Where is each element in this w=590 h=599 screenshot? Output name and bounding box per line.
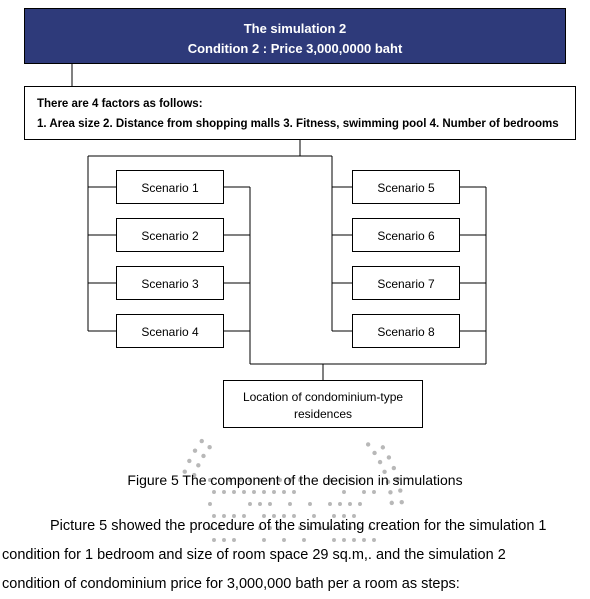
scenario-8-box: Scenario 8	[352, 314, 460, 348]
factors-line1: There are 4 factors as follows:	[37, 95, 563, 115]
scenario-8-label: Scenario 8	[377, 325, 434, 339]
location-line1: Location of condominium-type	[224, 389, 422, 406]
figure-caption: Figure 5 The component of the decision i…	[0, 472, 590, 488]
scenario-3-box: Scenario 3	[116, 266, 224, 300]
header-title: The simulation 2	[25, 19, 565, 39]
scenario-7-box: Scenario 7	[352, 266, 460, 300]
scenario-4-box: Scenario 4	[116, 314, 224, 348]
scenario-1-box: Scenario 1	[116, 170, 224, 204]
para-line2: condition for 1 bedroom and size of room…	[2, 547, 506, 563]
scenario-1-label: Scenario 1	[141, 181, 198, 195]
scenario-6-box: Scenario 6	[352, 218, 460, 252]
caption-text: Figure 5 The component of the decision i…	[127, 472, 462, 488]
scenario-2-label: Scenario 2	[141, 229, 198, 243]
scenario-7-label: Scenario 7	[377, 277, 434, 291]
location-line2: residences	[224, 406, 422, 423]
scenario-6-label: Scenario 6	[377, 229, 434, 243]
simulation-header: The simulation 2 Condition 2 : Price 3,0…	[24, 8, 566, 64]
factors-line2: 1. Area size 2. Distance from shopping m…	[37, 115, 563, 135]
para-line1: Picture 5 showed the procedure of the si…	[50, 518, 547, 534]
scenario-3-label: Scenario 3	[141, 277, 198, 291]
header-subtitle: Condition 2 : Price 3,000,0000 baht	[25, 39, 565, 59]
para-line3: condition of condominium price for 3,000…	[2, 576, 460, 592]
scenario-5-box: Scenario 5	[352, 170, 460, 204]
factors-box: There are 4 factors as follows: 1. Area …	[24, 86, 576, 140]
body-paragraph: Picture 5 showed the procedure of the si…	[0, 512, 590, 599]
scenario-4-label: Scenario 4	[141, 325, 198, 339]
scenario-2-box: Scenario 2	[116, 218, 224, 252]
flow-connectors	[0, 0, 590, 440]
location-box: Location of condominium-type residences	[223, 380, 423, 428]
scenario-5-label: Scenario 5	[377, 181, 434, 195]
